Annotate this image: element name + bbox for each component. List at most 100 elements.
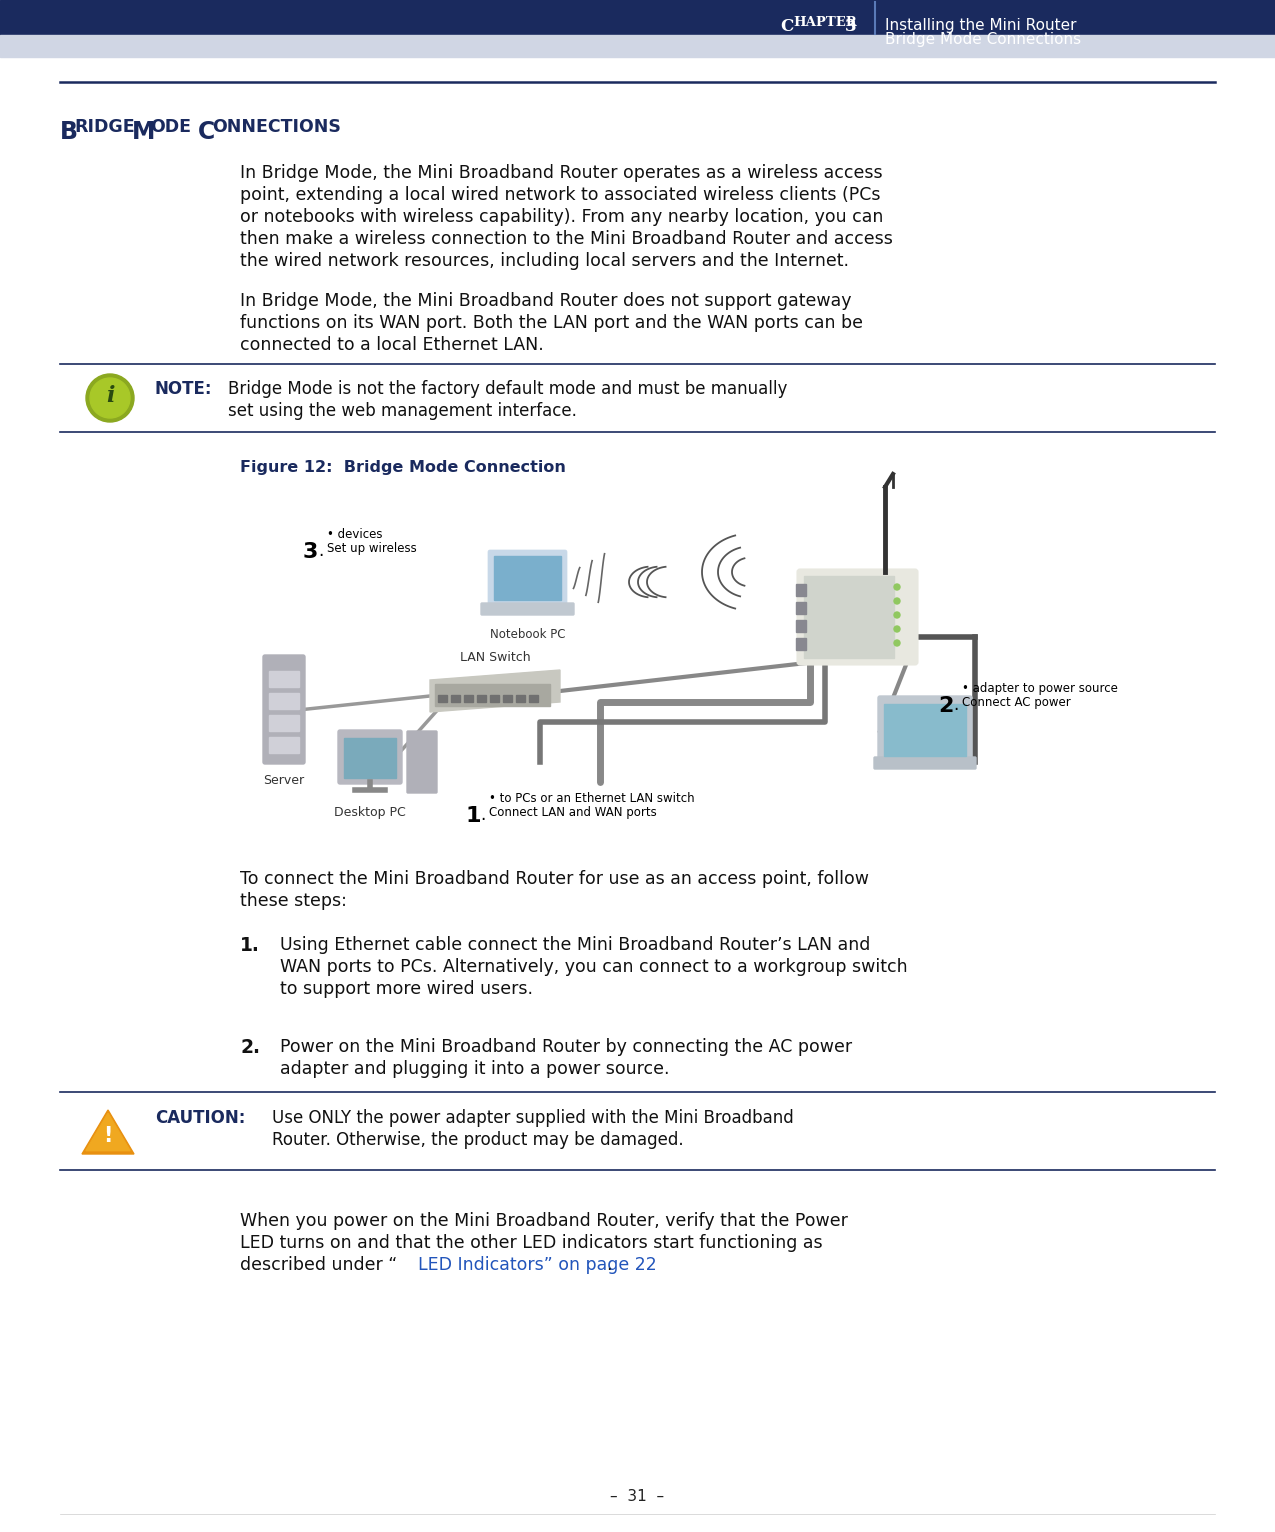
Text: !: !	[103, 1126, 112, 1146]
Text: • devices: • devices	[326, 529, 382, 541]
Text: B: B	[60, 119, 78, 144]
Text: NOTE:: NOTE:	[156, 380, 213, 398]
FancyBboxPatch shape	[516, 696, 525, 702]
Text: Figure 12:  Bridge Mode Connection: Figure 12: Bridge Mode Connection	[240, 460, 566, 475]
Text: In Bridge Mode, the Mini Broadband Router operates as a wireless access: In Bridge Mode, the Mini Broadband Route…	[240, 164, 882, 182]
Text: C: C	[198, 119, 215, 144]
FancyBboxPatch shape	[529, 696, 538, 702]
Text: Set up wireless: Set up wireless	[326, 542, 417, 555]
Circle shape	[894, 584, 900, 590]
Text: Router. Otherwise, the product may be damaged.: Router. Otherwise, the product may be da…	[272, 1131, 683, 1149]
FancyBboxPatch shape	[407, 731, 437, 794]
FancyBboxPatch shape	[873, 757, 975, 769]
Circle shape	[894, 597, 900, 604]
Text: i: i	[106, 385, 115, 408]
Circle shape	[91, 378, 130, 418]
FancyBboxPatch shape	[0, 35, 1275, 57]
FancyBboxPatch shape	[439, 696, 448, 702]
FancyBboxPatch shape	[796, 620, 806, 633]
FancyBboxPatch shape	[490, 696, 499, 702]
Text: • to PCs or an Ethernet LAN switch: • to PCs or an Ethernet LAN switch	[490, 792, 695, 804]
Text: Use ONLY the power adapter supplied with the Mini Broadband: Use ONLY the power adapter supplied with…	[272, 1109, 794, 1128]
Text: these steps:: these steps:	[240, 892, 347, 910]
Text: Connect AC power: Connect AC power	[963, 696, 1071, 709]
Text: .: .	[479, 806, 486, 824]
FancyBboxPatch shape	[805, 576, 894, 659]
Text: 3: 3	[303, 542, 319, 562]
Text: functions on its WAN port. Both the LAN port and the WAN ports can be: functions on its WAN port. Both the LAN …	[240, 314, 863, 332]
Text: to support more wired users.: to support more wired users.	[280, 980, 533, 997]
Text: C: C	[780, 18, 793, 35]
FancyBboxPatch shape	[344, 738, 397, 778]
Text: the wired network resources, including local servers and the Internet.: the wired network resources, including l…	[240, 251, 849, 270]
Text: LED Indicators” on page 22: LED Indicators” on page 22	[418, 1256, 657, 1275]
FancyBboxPatch shape	[504, 696, 513, 702]
FancyBboxPatch shape	[269, 715, 300, 731]
Polygon shape	[82, 1111, 134, 1154]
FancyBboxPatch shape	[488, 550, 567, 607]
Text: 2: 2	[938, 696, 954, 715]
Text: Desktop PC: Desktop PC	[334, 806, 405, 820]
FancyBboxPatch shape	[493, 556, 561, 601]
FancyBboxPatch shape	[481, 604, 574, 614]
Text: HAPTER: HAPTER	[793, 15, 857, 29]
Text: Notebook PC: Notebook PC	[490, 628, 565, 640]
Text: ONNECTIONS: ONNECTIONS	[212, 118, 340, 136]
Text: Bridge Mode Connections: Bridge Mode Connections	[885, 32, 1081, 47]
FancyBboxPatch shape	[269, 737, 300, 754]
Text: described under “: described under “	[240, 1256, 398, 1275]
FancyBboxPatch shape	[477, 696, 486, 702]
FancyBboxPatch shape	[884, 705, 966, 755]
Text: • adapter to power source: • adapter to power source	[963, 682, 1118, 696]
Circle shape	[894, 611, 900, 617]
Text: CAUTION:: CAUTION:	[156, 1109, 245, 1128]
Text: .: .	[952, 696, 959, 714]
Text: .: .	[606, 1256, 612, 1275]
Text: –  31  –: – 31 –	[609, 1489, 664, 1504]
FancyBboxPatch shape	[796, 602, 806, 614]
Text: In Bridge Mode, the Mini Broadband Router does not support gateway: In Bridge Mode, the Mini Broadband Route…	[240, 293, 852, 309]
Text: LED turns on and that the other LED indicators start functioning as: LED turns on and that the other LED indi…	[240, 1233, 822, 1252]
FancyBboxPatch shape	[235, 484, 1060, 843]
Text: .: .	[317, 542, 324, 561]
Text: To connect the Mini Broadband Router for use as an access point, follow: To connect the Mini Broadband Router for…	[240, 870, 870, 889]
FancyBboxPatch shape	[0, 0, 1275, 35]
Text: point, extending a local wired network to associated wireless clients (PCs: point, extending a local wired network t…	[240, 185, 881, 204]
Polygon shape	[430, 669, 560, 712]
Text: 1: 1	[465, 806, 481, 826]
Circle shape	[894, 640, 900, 647]
Text: Power on the Mini Broadband Router by connecting the AC power: Power on the Mini Broadband Router by co…	[280, 1039, 852, 1056]
FancyBboxPatch shape	[263, 656, 305, 764]
Circle shape	[85, 374, 134, 421]
FancyBboxPatch shape	[464, 696, 473, 702]
Text: WAN ports to PCs. Alternatively, you can connect to a workgroup switch: WAN ports to PCs. Alternatively, you can…	[280, 958, 908, 976]
Text: Server: Server	[264, 774, 305, 787]
FancyBboxPatch shape	[878, 696, 972, 761]
Circle shape	[894, 627, 900, 633]
Text: RIDGE: RIDGE	[74, 118, 135, 136]
FancyBboxPatch shape	[796, 584, 806, 596]
Text: adapter and plugging it into a power source.: adapter and plugging it into a power sou…	[280, 1060, 669, 1079]
Text: 1.: 1.	[240, 936, 260, 954]
Text: Connect LAN and WAN ports: Connect LAN and WAN ports	[490, 806, 657, 820]
Text: or notebooks with wireless capability). From any nearby location, you can: or notebooks with wireless capability). …	[240, 208, 884, 227]
FancyBboxPatch shape	[338, 731, 402, 784]
Text: M: M	[133, 119, 156, 144]
Text: set using the web management interface.: set using the web management interface.	[228, 401, 576, 420]
Text: connected to a local Ethernet LAN.: connected to a local Ethernet LAN.	[240, 336, 543, 354]
Text: Using Ethernet cable connect the Mini Broadband Router’s LAN and: Using Ethernet cable connect the Mini Br…	[280, 936, 871, 954]
FancyBboxPatch shape	[269, 671, 300, 686]
Text: 2.: 2.	[240, 1039, 260, 1057]
Text: 3: 3	[845, 18, 857, 35]
Text: When you power on the Mini Broadband Router, verify that the Power: When you power on the Mini Broadband Rou…	[240, 1212, 848, 1230]
FancyBboxPatch shape	[797, 568, 918, 665]
FancyBboxPatch shape	[435, 683, 550, 706]
Text: ODE: ODE	[150, 118, 191, 136]
FancyBboxPatch shape	[269, 692, 300, 709]
Text: Bridge Mode is not the factory default mode and must be manually: Bridge Mode is not the factory default m…	[228, 380, 788, 398]
Text: LAN Switch: LAN Switch	[460, 651, 530, 663]
Polygon shape	[85, 1114, 130, 1151]
FancyBboxPatch shape	[451, 696, 460, 702]
Text: then make a wireless connection to the Mini Broadband Router and access: then make a wireless connection to the M…	[240, 230, 892, 248]
FancyBboxPatch shape	[796, 637, 806, 650]
